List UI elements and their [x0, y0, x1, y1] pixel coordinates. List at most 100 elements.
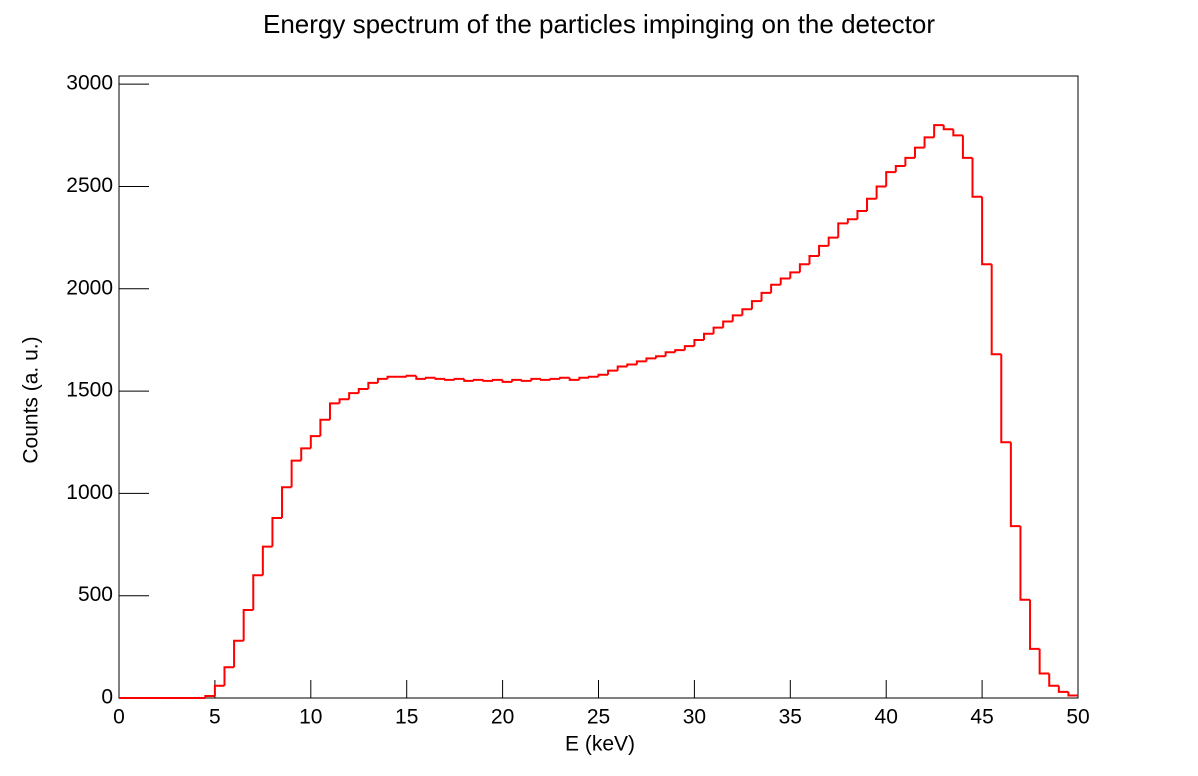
histogram-bin — [492, 378, 503, 381]
histogram-bin — [1057, 685, 1069, 693]
histogram-bin — [971, 157, 983, 198]
histogram-bin — [1067, 691, 1078, 697]
histogram-bin — [328, 402, 340, 420]
y-tick-label: 2000 — [66, 276, 113, 299]
histogram-bin — [453, 377, 465, 380]
histogram-bin — [818, 244, 829, 257]
histogram-bin — [568, 377, 580, 381]
histogram-bin — [885, 171, 896, 187]
histogram-bin — [904, 156, 915, 167]
x-tick-label: 40 — [875, 706, 898, 729]
histogram-bin — [233, 639, 244, 668]
histogram-bin — [837, 222, 848, 238]
histogram-bin — [827, 236, 839, 246]
histogram-bin — [779, 277, 791, 285]
histogram-bin — [549, 377, 561, 380]
histogram-bin — [252, 574, 263, 611]
histogram-bin — [1000, 354, 1011, 444]
x-tick-label: 15 — [395, 706, 418, 729]
histogram-bin — [511, 378, 522, 382]
histogram-bin — [559, 376, 570, 379]
histogram-bin — [1019, 526, 1031, 601]
histogram-bin — [386, 375, 398, 379]
x-tick-label: 35 — [779, 706, 802, 729]
histogram-bin — [894, 165, 906, 173]
histogram-bin — [482, 379, 494, 382]
histogram-bin — [357, 388, 369, 394]
histogram-bin — [242, 609, 254, 641]
histogram-bin — [597, 373, 609, 377]
histogram-bin — [424, 376, 436, 379]
x-tick-label: 20 — [491, 706, 514, 729]
histogram-bin — [683, 345, 695, 351]
histogram-bin — [702, 332, 714, 340]
histogram-bin — [520, 379, 532, 382]
histogram-bin — [722, 320, 733, 328]
histogram-bin — [463, 378, 474, 382]
histogram-bin — [846, 218, 858, 224]
y-tick-label: 0 — [101, 686, 113, 709]
histogram-bin — [913, 146, 925, 158]
histogram-bin — [789, 271, 800, 279]
x-axis-label: E (keV) — [565, 733, 635, 756]
histogram-bin — [952, 129, 963, 137]
plot-frame — [118, 75, 1079, 699]
histogram-bin — [348, 392, 359, 400]
histogram-bin — [933, 124, 944, 138]
histogram-bin — [539, 378, 551, 381]
histogram-bin — [300, 447, 311, 461]
x-tick-label: 50 — [1066, 706, 1089, 729]
histogram-bin — [798, 263, 810, 273]
histogram-bin — [319, 418, 330, 437]
histogram-bin — [1048, 673, 1059, 687]
histogram-bin — [712, 326, 724, 334]
y-tick-label: 500 — [78, 583, 113, 606]
histogram-bin — [990, 264, 1002, 356]
histogram-bin — [472, 378, 484, 381]
histogram-bin — [961, 135, 973, 159]
histogram-bin — [760, 291, 772, 302]
histogram-bin — [607, 369, 618, 375]
x-tick-label: 10 — [299, 706, 322, 729]
histogram-bin — [616, 365, 628, 371]
y-tick-label: 3000 — [66, 72, 113, 95]
histogram-bin — [626, 363, 637, 367]
histogram-bin — [376, 377, 388, 383]
x-tick-label: 0 — [113, 706, 125, 729]
y-tick-label: 1000 — [66, 481, 113, 504]
y-tick-label: 2500 — [66, 174, 113, 197]
histogram-bin — [290, 459, 302, 488]
histogram-bin — [750, 300, 762, 310]
histogram-bin — [693, 338, 704, 347]
histogram-bin — [635, 360, 647, 365]
histogram-bin — [981, 196, 992, 266]
histogram-bin — [942, 125, 954, 131]
histogram-bin — [271, 516, 283, 547]
x-tick-label: 45 — [970, 706, 993, 729]
y-axis-label: Counts (a. u.) — [20, 336, 43, 463]
histogram-bin — [434, 377, 446, 380]
histogram-bin — [261, 545, 273, 576]
histogram-bin — [1029, 599, 1040, 650]
histogram-bin — [923, 136, 935, 148]
histogram-bin — [501, 379, 513, 383]
histogram-bin — [213, 684, 225, 696]
histogram-bin — [655, 355, 666, 359]
histogram-bin — [741, 308, 752, 316]
histogram-bin — [415, 375, 426, 380]
histogram-bin — [530, 377, 541, 381]
histogram-bin — [674, 349, 685, 353]
histogram-bin — [405, 374, 417, 377]
histogram-bin — [856, 210, 868, 220]
histogram-bin — [367, 381, 378, 390]
histogram-bin — [875, 185, 887, 199]
histogram-bin — [645, 357, 657, 362]
histogram-bin — [281, 486, 292, 518]
histogram-bin — [309, 435, 321, 449]
histogram-bin — [808, 255, 820, 265]
y-tick-label: 1500 — [66, 379, 113, 402]
histogram-bin — [204, 694, 215, 698]
x-tick-label: 25 — [587, 706, 610, 729]
x-tick-label: 30 — [683, 706, 706, 729]
